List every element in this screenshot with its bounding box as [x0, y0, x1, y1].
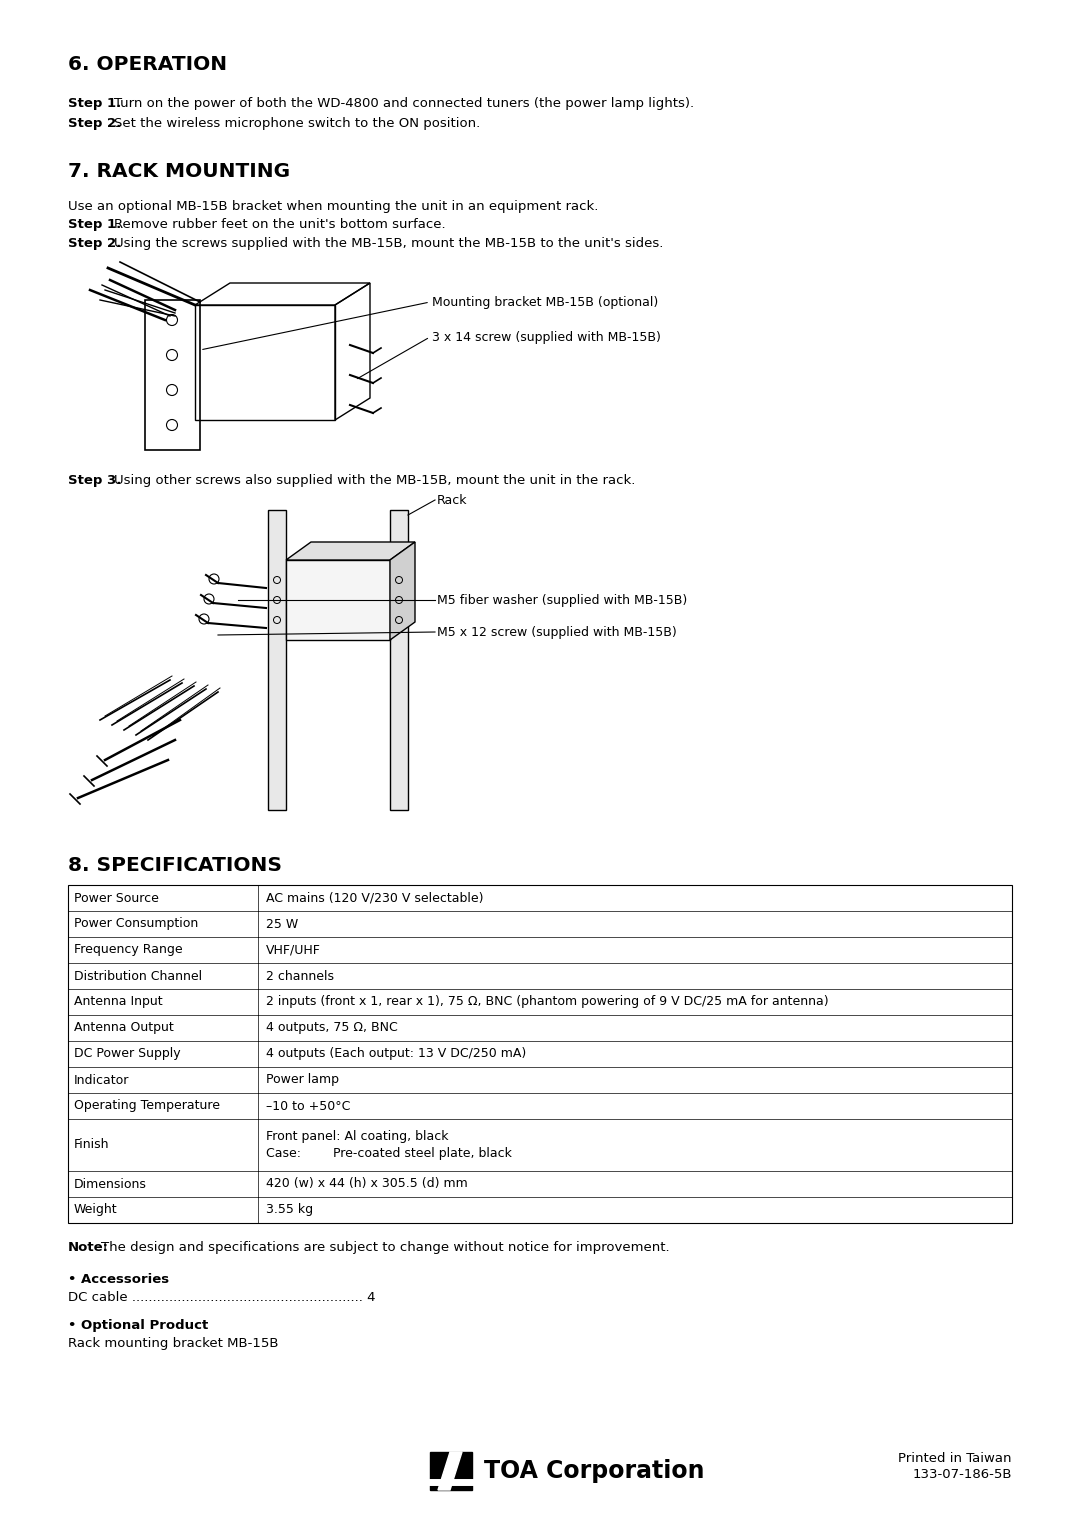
- Text: Remove rubber feet on the unit's bottom surface.: Remove rubber feet on the unit's bottom …: [114, 219, 446, 231]
- Text: Frequency Range: Frequency Range: [75, 943, 183, 957]
- Text: AC mains (120 V/230 V selectable): AC mains (120 V/230 V selectable): [266, 891, 484, 905]
- Text: Set the wireless microphone switch to the ON position.: Set the wireless microphone switch to th…: [114, 118, 481, 130]
- Text: Note:: Note:: [68, 1241, 109, 1254]
- Text: Power Consumption: Power Consumption: [75, 917, 199, 931]
- Polygon shape: [286, 559, 390, 640]
- Polygon shape: [438, 1452, 462, 1490]
- Text: 2 inputs (front x 1, rear x 1), 75 Ω, BNC (phantom powering of 9 V DC/25 mA for : 2 inputs (front x 1, rear x 1), 75 Ω, BN…: [266, 996, 828, 1008]
- Text: DC cable ........................................................ 4: DC cable ...............................…: [68, 1291, 376, 1303]
- Text: Operating Temperature: Operating Temperature: [75, 1100, 220, 1112]
- Text: –10 to +50°C: –10 to +50°C: [266, 1100, 350, 1112]
- Text: 133-07-186-5B: 133-07-186-5B: [913, 1468, 1012, 1482]
- Text: Step 3.: Step 3.: [68, 474, 121, 487]
- Text: • Accessories: • Accessories: [68, 1273, 170, 1287]
- Text: 8. SPECIFICATIONS: 8. SPECIFICATIONS: [68, 856, 282, 876]
- Text: Using the screws supplied with the MB-15B, mount the MB-15B to the unit's sides.: Using the screws supplied with the MB-15…: [114, 237, 663, 251]
- Text: 3 x 14 screw (supplied with MB-15B): 3 x 14 screw (supplied with MB-15B): [432, 332, 661, 344]
- Text: Rack: Rack: [437, 494, 468, 507]
- Polygon shape: [286, 542, 415, 559]
- Text: Dimensions: Dimensions: [75, 1178, 147, 1190]
- Text: Finish: Finish: [75, 1138, 109, 1152]
- Text: 4 outputs (Each output: 13 V DC/250 mA): 4 outputs (Each output: 13 V DC/250 mA): [266, 1048, 526, 1060]
- Bar: [268, 510, 286, 810]
- Text: • Optional Product: • Optional Product: [68, 1319, 208, 1332]
- Polygon shape: [430, 1452, 472, 1490]
- Text: 420 (w) x 44 (h) x 305.5 (d) mm: 420 (w) x 44 (h) x 305.5 (d) mm: [266, 1178, 468, 1190]
- Text: Power Source: Power Source: [75, 891, 159, 905]
- Text: Case:        Pre-coated steel plate, black: Case: Pre-coated steel plate, black: [266, 1148, 512, 1160]
- Text: Step 2.: Step 2.: [68, 237, 121, 251]
- Text: Weight: Weight: [75, 1204, 118, 1216]
- Text: Using other screws also supplied with the MB-15B, mount the unit in the rack.: Using other screws also supplied with th…: [114, 474, 635, 487]
- Bar: [68, 885, 1012, 1222]
- Text: 25 W: 25 W: [266, 917, 298, 931]
- Text: Step 2.: Step 2.: [68, 118, 121, 130]
- Text: Turn on the power of both the WD-4800 and connected tuners (the power lamp light: Turn on the power of both the WD-4800 an…: [114, 96, 694, 110]
- Text: M5 x 12 screw (supplied with MB-15B): M5 x 12 screw (supplied with MB-15B): [437, 626, 677, 639]
- Text: Antenna Input: Antenna Input: [75, 996, 163, 1008]
- Text: Use an optional MB-15B bracket when mounting the unit in an equipment rack.: Use an optional MB-15B bracket when moun…: [68, 200, 598, 212]
- Text: TOA Corporation: TOA Corporation: [484, 1459, 704, 1484]
- Text: Printed in Taiwan: Printed in Taiwan: [899, 1452, 1012, 1464]
- Text: Front panel: Al coating, black: Front panel: Al coating, black: [266, 1129, 448, 1143]
- Bar: [390, 510, 408, 810]
- Text: Antenna Output: Antenna Output: [75, 1022, 174, 1034]
- Text: 6. OPERATION: 6. OPERATION: [68, 55, 227, 73]
- Text: Mounting bracket MB-15B (optional): Mounting bracket MB-15B (optional): [432, 296, 658, 309]
- Text: 2 channels: 2 channels: [266, 969, 334, 983]
- Text: M5 fiber washer (supplied with MB-15B): M5 fiber washer (supplied with MB-15B): [437, 594, 687, 607]
- Text: Distribution Channel: Distribution Channel: [75, 969, 202, 983]
- Polygon shape: [390, 542, 415, 640]
- Text: DC Power Supply: DC Power Supply: [75, 1048, 180, 1060]
- Text: 7. RACK MOUNTING: 7. RACK MOUNTING: [68, 162, 291, 180]
- Text: 4 outputs, 75 Ω, BNC: 4 outputs, 75 Ω, BNC: [266, 1022, 397, 1034]
- Text: 3.55 kg: 3.55 kg: [266, 1204, 313, 1216]
- Text: The design and specifications are subject to change without notice for improveme: The design and specifications are subjec…: [102, 1241, 670, 1254]
- Text: Power lamp: Power lamp: [266, 1074, 339, 1086]
- Text: Step 1.: Step 1.: [68, 96, 121, 110]
- Text: VHF/UHF: VHF/UHF: [266, 943, 321, 957]
- Text: Indicator: Indicator: [75, 1074, 130, 1086]
- Text: Step 1.: Step 1.: [68, 219, 121, 231]
- Text: Rack mounting bracket MB-15B: Rack mounting bracket MB-15B: [68, 1337, 279, 1351]
